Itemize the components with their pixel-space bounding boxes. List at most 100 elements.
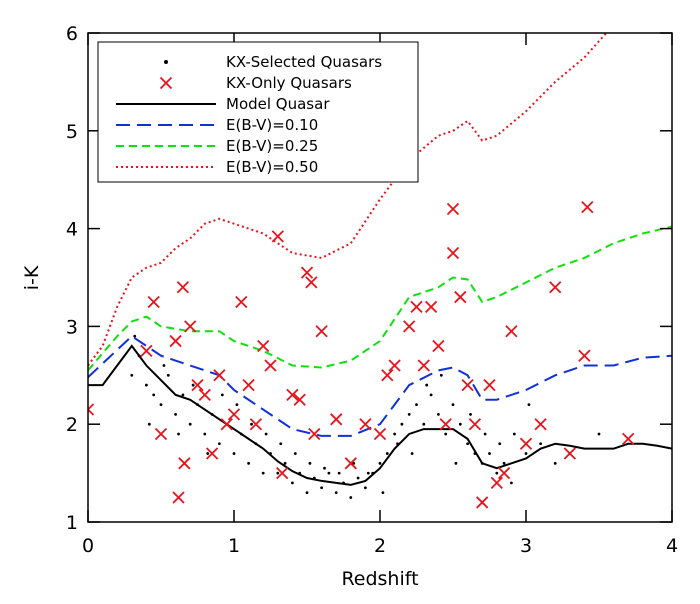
quasar-dot <box>177 432 180 436</box>
quasar-x <box>140 344 153 357</box>
quasar-x <box>505 325 518 338</box>
quasar-dot <box>444 432 448 436</box>
quasar-dot <box>415 403 418 407</box>
quasar-dot <box>308 461 312 465</box>
y-tick-label: 3 <box>66 316 78 338</box>
legend-label: KX-Selected Quasars <box>226 53 382 71</box>
quasar-x <box>446 202 460 216</box>
quasar-dot <box>510 481 513 485</box>
legend-label: E(B-V)=0.50 <box>226 158 318 176</box>
quasar-dot <box>250 422 253 426</box>
quasar-dot <box>181 393 185 397</box>
x-axis-label: Redshift <box>341 568 418 590</box>
quasar-dot <box>480 461 484 465</box>
quasar-dot <box>159 403 163 407</box>
quasar-x <box>330 413 343 426</box>
quasar-dot <box>239 432 243 436</box>
quasar-dot <box>247 461 251 465</box>
quasar-x <box>403 320 416 333</box>
quasar-dot <box>218 442 221 446</box>
quasar-x <box>220 418 233 431</box>
quasar-x <box>483 378 496 392</box>
quasar-dot <box>147 422 151 426</box>
quasar-dot <box>469 413 472 416</box>
quasar-x <box>432 339 445 353</box>
quasar-dot <box>254 442 258 446</box>
quasar-dot <box>378 461 382 465</box>
quasar-dot <box>323 466 326 470</box>
quasar-x <box>286 388 299 401</box>
quasar-dot <box>364 486 367 490</box>
x-tick-label: 3 <box>520 535 532 557</box>
x-tick-label: 1 <box>228 535 240 557</box>
quasar-dot <box>293 452 297 455</box>
quasar-x <box>308 427 321 441</box>
quasar-x <box>468 418 482 431</box>
quasar-dot <box>279 442 283 446</box>
quasar-dot <box>337 471 341 475</box>
quasar-x <box>191 378 204 392</box>
quasar-dot <box>133 334 137 338</box>
quasar-x <box>381 369 394 382</box>
plot-area <box>88 33 672 509</box>
quasar-dot <box>220 393 224 397</box>
quasar-dot <box>342 481 345 485</box>
quasar-dot <box>524 452 528 455</box>
quasar-x <box>178 457 191 470</box>
quasar-dot <box>437 413 440 416</box>
quasar-dot <box>352 461 356 465</box>
quasar-dot <box>261 471 265 475</box>
quasar-dot <box>439 373 443 377</box>
model-line <box>88 225 672 372</box>
quasar-x <box>410 300 423 313</box>
quasar-dot <box>130 373 134 377</box>
quasar-dot <box>206 452 210 455</box>
quasar-dot <box>235 403 239 407</box>
quasar-x <box>497 466 511 480</box>
quasar-x <box>454 290 467 304</box>
quasar-dot <box>451 403 455 407</box>
quasar-dot <box>498 442 502 446</box>
quasar-x <box>534 418 547 431</box>
quasar-x <box>213 369 226 382</box>
model-line <box>88 344 672 486</box>
quasar-x <box>264 359 277 372</box>
quasar-x <box>154 427 168 441</box>
quasar-dot <box>473 452 477 455</box>
quasar-x <box>446 246 460 260</box>
quasar-dot <box>210 413 214 416</box>
quasar-dot <box>381 491 385 495</box>
quasar-dot <box>366 471 370 475</box>
quasar-dot <box>488 452 491 455</box>
quasar-dot <box>327 471 331 475</box>
y-tick-label: 1 <box>66 512 78 534</box>
quasar-x <box>388 359 401 372</box>
quasar-x <box>276 466 289 480</box>
quasar-x <box>227 408 241 421</box>
quasar-x <box>373 427 387 441</box>
quasar-dot <box>191 383 195 387</box>
quasar-x <box>184 320 197 333</box>
quasar-dot <box>320 486 323 490</box>
quasar-x <box>271 230 284 243</box>
quasar-dot <box>396 442 399 446</box>
y-axis-label: i-K <box>21 265 43 290</box>
quasar-x <box>293 393 306 406</box>
quasar-dot <box>539 442 542 446</box>
quasar-dot <box>429 393 433 397</box>
quasar-x <box>176 281 190 294</box>
quasar-dot <box>349 496 353 499</box>
quasar-dot <box>145 383 148 387</box>
quasar-dot <box>298 471 302 475</box>
legend-label: KX-Only Quasars <box>226 74 352 92</box>
quasar-dot <box>553 461 557 465</box>
quasar-x <box>578 349 591 362</box>
quasar-dot <box>137 354 141 358</box>
quasar-dot <box>334 491 338 495</box>
quasar-x <box>344 457 357 470</box>
quasar-dot <box>425 383 429 387</box>
quasar-x <box>198 388 211 401</box>
x-tick-label: 0 <box>82 535 94 557</box>
quasar-dot <box>269 452 272 455</box>
quasar-x <box>461 378 474 392</box>
